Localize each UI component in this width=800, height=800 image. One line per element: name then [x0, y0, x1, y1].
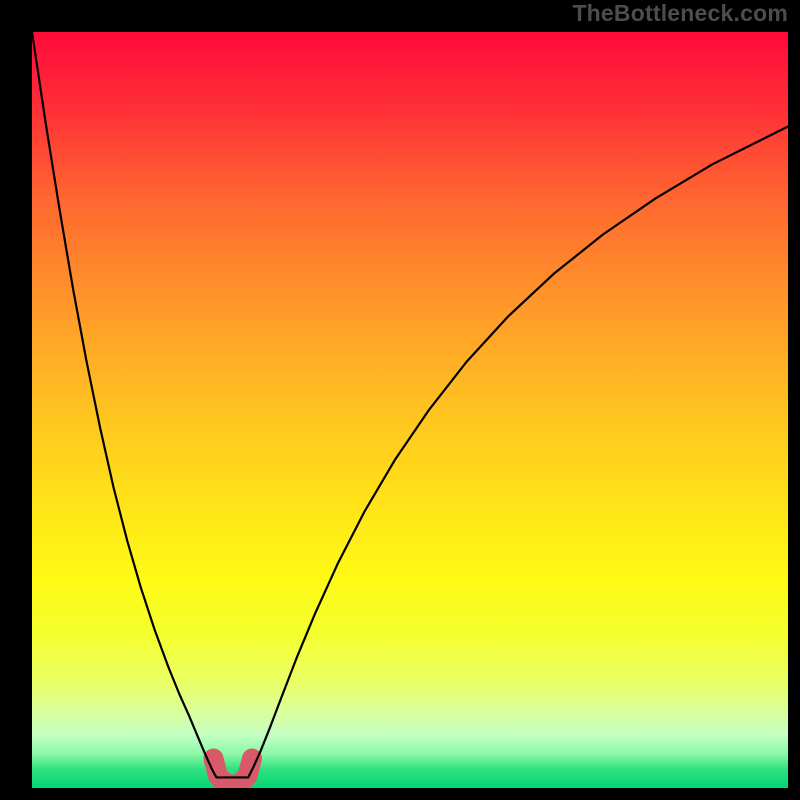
curve-layer: [32, 32, 788, 788]
bottleneck-curve: [32, 32, 788, 777]
chart-frame: TheBottleneck.com: [0, 0, 800, 800]
plot-area: [32, 32, 788, 788]
watermark-text: TheBottleneck.com: [572, 0, 788, 27]
valley-marker: [213, 759, 252, 785]
